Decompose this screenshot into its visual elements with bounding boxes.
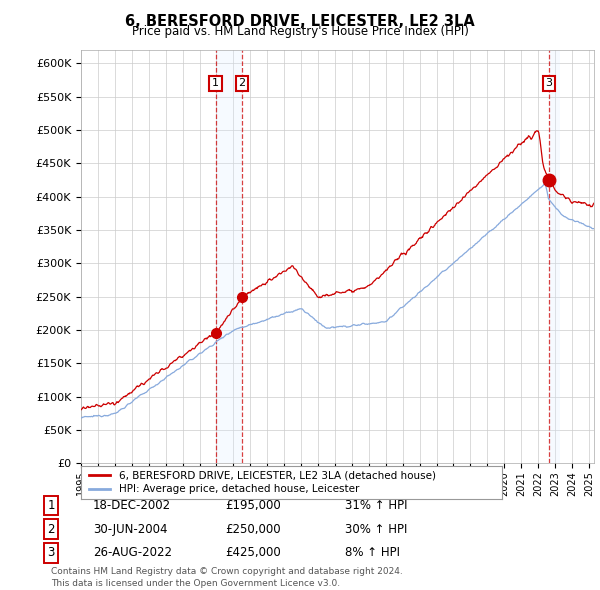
Text: 30-JUN-2004: 30-JUN-2004 [93, 523, 167, 536]
Text: £195,000: £195,000 [225, 499, 281, 512]
Text: £250,000: £250,000 [225, 523, 281, 536]
Text: 3: 3 [545, 78, 553, 88]
Text: 3: 3 [47, 546, 55, 559]
Text: 8% ↑ HPI: 8% ↑ HPI [345, 546, 400, 559]
Text: 2: 2 [47, 523, 55, 536]
Text: Contains HM Land Registry data © Crown copyright and database right 2024.
This d: Contains HM Land Registry data © Crown c… [51, 568, 403, 588]
Text: HPI: Average price, detached house, Leicester: HPI: Average price, detached house, Leic… [119, 484, 359, 494]
Text: 1: 1 [212, 78, 219, 88]
Bar [549, 50, 560, 463]
Text: 6, BERESFORD DRIVE, LEICESTER, LE2 3LA (detached house): 6, BERESFORD DRIVE, LEICESTER, LE2 3LA (… [119, 470, 436, 480]
Text: £425,000: £425,000 [225, 546, 281, 559]
Text: 2: 2 [238, 78, 245, 88]
Text: 18-DEC-2002: 18-DEC-2002 [93, 499, 171, 512]
Text: 1: 1 [47, 499, 55, 512]
Text: 31% ↑ HPI: 31% ↑ HPI [345, 499, 407, 512]
Text: 26-AUG-2022: 26-AUG-2022 [93, 546, 172, 559]
Text: 30% ↑ HPI: 30% ↑ HPI [345, 523, 407, 536]
Text: Price paid vs. HM Land Registry's House Price Index (HPI): Price paid vs. HM Land Registry's House … [131, 25, 469, 38]
Text: 6, BERESFORD DRIVE, LEICESTER, LE2 3LA: 6, BERESFORD DRIVE, LEICESTER, LE2 3LA [125, 14, 475, 28]
Bar [216, 50, 242, 463]
